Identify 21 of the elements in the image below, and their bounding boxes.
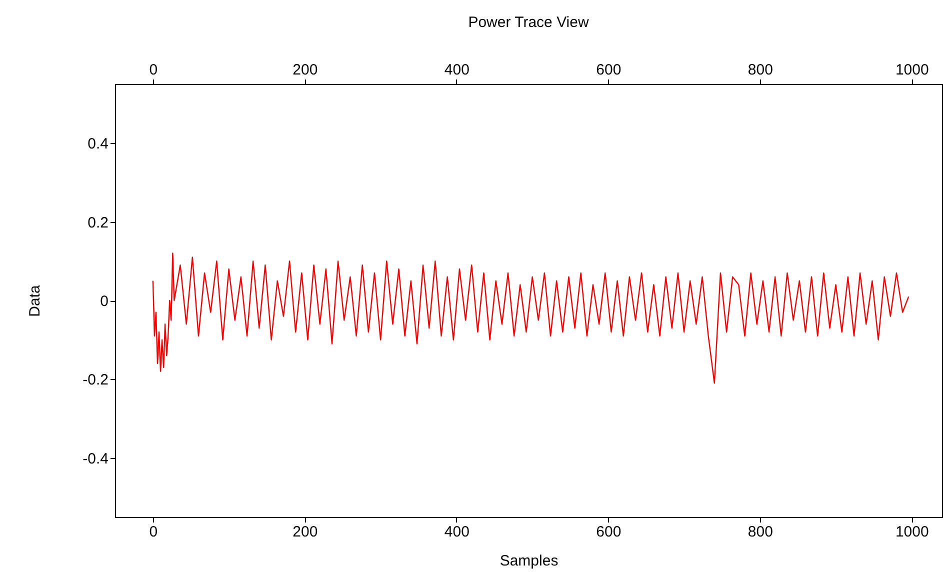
x2-tick-label: 1000 [895,62,929,78]
y-tick-label: 0 [100,293,108,310]
y-tick-label: -0.4 [82,450,108,468]
chart-title: Power Trace View [468,14,589,31]
x-tick-label: 600 [596,524,622,540]
x2-tick-label: 200 [292,62,318,78]
x2-tick-label: 600 [596,62,622,78]
x-tick-label: 1000 [895,524,929,540]
x2-tick-label: 0 [149,62,158,78]
x2-tick-label: 800 [748,62,773,78]
x-tick-label: 200 [292,524,318,540]
x-axis-title: Samples [500,552,558,570]
y-tick-label: 0.4 [88,136,108,153]
line-series [152,252,910,384]
y-tick-label: -0.2 [82,372,108,389]
x2-tick-label: 400 [444,62,470,78]
x-tick-label: 400 [444,524,470,540]
y-axis-title: Data [26,284,44,317]
y-tick-label: 0.2 [88,214,108,232]
x-tick-label: 0 [149,524,158,540]
x-tick-label: 800 [748,524,773,540]
